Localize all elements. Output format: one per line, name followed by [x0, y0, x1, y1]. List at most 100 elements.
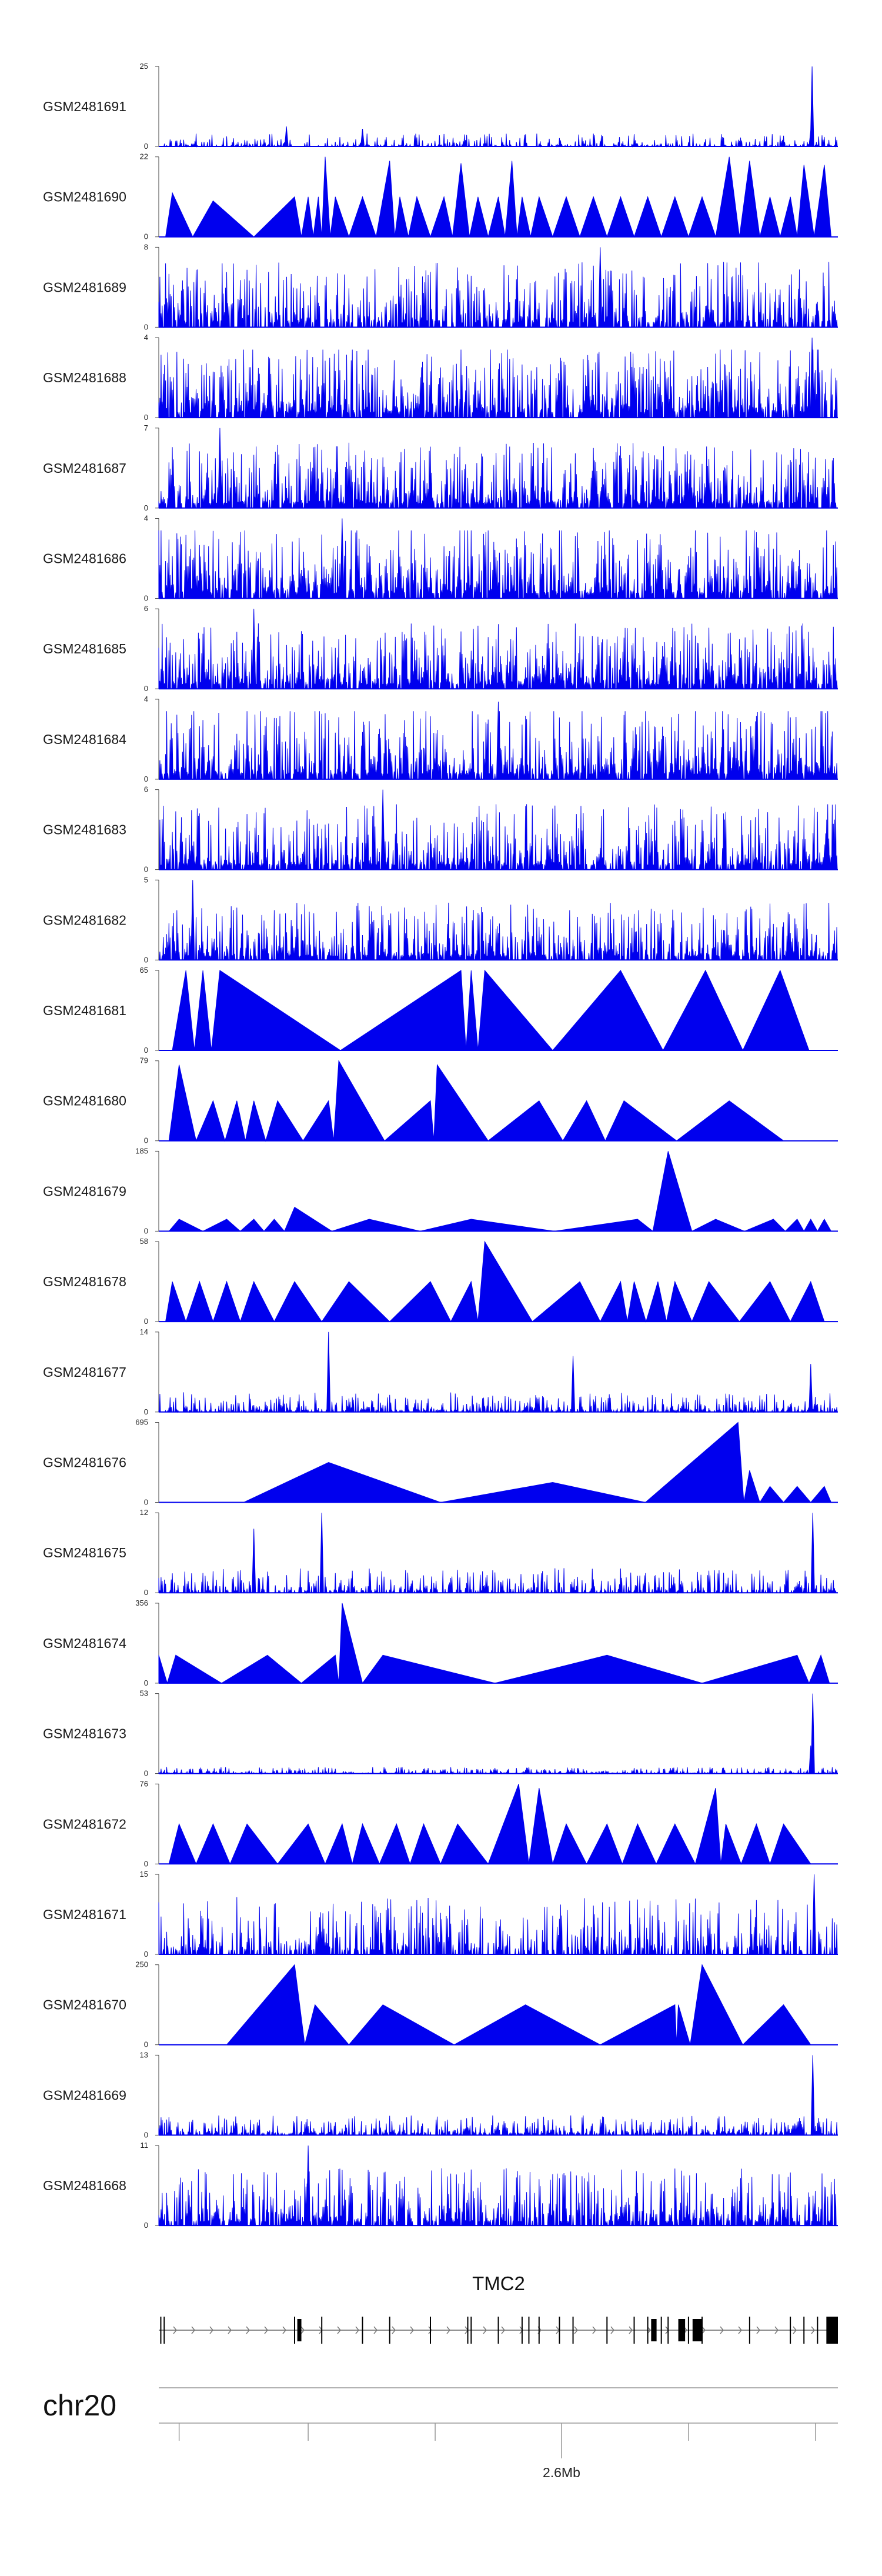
track-GSM2481677: GSM2481677 14 0 [43, 1327, 838, 1416]
track-GSM2481685: GSM2481685 6 0 [43, 604, 838, 693]
strand-arrow [373, 2326, 377, 2334]
track-GSM2481670: GSM2481670 250 0 [43, 1960, 838, 2049]
strand-arrow [246, 2326, 250, 2334]
track-GSM2481681: GSM2481681 65 0 [43, 966, 838, 1055]
track-label: GSM2481668 [43, 2178, 126, 2193]
gene-track: TMC2 [159, 2273, 838, 2344]
coverage-area [159, 902, 838, 960]
strand-arrow [592, 2326, 596, 2334]
y-min-label: 0 [144, 684, 148, 693]
strand-arrow [300, 2326, 305, 2334]
track-GSM2481686: GSM2481686 4 0 [43, 514, 838, 603]
coverage-area [158, 1767, 838, 1775]
track-label: GSM2481670 [43, 1997, 126, 2013]
y-max-label: 4 [144, 333, 148, 342]
y-min-label: 0 [144, 1679, 148, 1687]
y-min-label: 0 [144, 413, 148, 422]
y-max-label: 79 [140, 1056, 148, 1065]
y-min-label: 0 [144, 142, 148, 151]
gene-coding-exon [651, 2319, 657, 2341]
y-max-label: 76 [140, 1779, 148, 1788]
coverage-peak [380, 789, 385, 870]
strand-arrow [483, 2326, 487, 2334]
track-label: GSM2481683 [43, 822, 126, 837]
y-min-label: 0 [144, 2040, 148, 2049]
track-GSM2481672: GSM2481672 76 0 [43, 1779, 838, 1868]
track-GSM2481671: GSM2481671 15 0 [43, 1870, 838, 1958]
coverage-area [159, 134, 838, 148]
coverage-peak [319, 1513, 324, 1593]
track-label: GSM2481686 [43, 551, 126, 566]
y-min-label: 0 [144, 594, 148, 603]
strand-arrow [446, 2326, 450, 2334]
y-max-label: 6 [144, 604, 148, 613]
coverage-area [158, 1568, 838, 1594]
y-min-label: 0 [144, 865, 148, 874]
track-GSM2481676: GSM2481676 695 0 [43, 1418, 838, 1507]
strand-arrow [647, 2326, 651, 2334]
coverage-peak [812, 1874, 817, 1955]
coverage-area [158, 530, 838, 599]
coverage-peak [571, 1356, 576, 1413]
strand-arrow [337, 2326, 341, 2334]
coverage-area [158, 442, 838, 509]
y-max-label: 12 [140, 1508, 148, 1517]
track-label: GSM2481688 [43, 370, 126, 385]
strand-arrow [610, 2326, 614, 2334]
strand-arrow [209, 2326, 213, 2334]
coverage-area [158, 1603, 838, 1684]
y-max-label: 53 [140, 1689, 148, 1698]
gene-coding-exon [826, 2317, 838, 2344]
track-label: GSM2481673 [43, 1726, 126, 1741]
coverage-area [159, 1964, 838, 2046]
y-min-label: 0 [144, 503, 148, 512]
coverage-peak [340, 518, 345, 599]
track-GSM2481689: GSM2481689 8 0 [43, 242, 838, 331]
track-label: GSM2481672 [43, 1816, 126, 1831]
coverage-peak [284, 126, 289, 147]
coverage-area [158, 1392, 838, 1413]
track-GSM2481673: GSM2481673 53 0 [43, 1689, 838, 1778]
coverage-peak [808, 1364, 813, 1413]
gene-coding-exon [297, 2319, 302, 2341]
track-label: GSM2481675 [43, 1545, 126, 1560]
y-min-label: 0 [144, 1588, 148, 1597]
coverage-area [159, 1422, 838, 1503]
y-min-label: 0 [144, 1769, 148, 1778]
coverage-area [159, 1151, 838, 1232]
y-min-label: 0 [144, 1859, 148, 1868]
track-GSM2481690: GSM2481690 22 0 [43, 152, 838, 241]
coverage-peak [496, 701, 501, 780]
y-max-label: 4 [144, 695, 148, 703]
y-min-label: 0 [144, 1317, 148, 1326]
coverage-peak [810, 338, 814, 418]
strand-arrow [629, 2326, 633, 2334]
y-max-label: 14 [140, 1327, 148, 1336]
track-GSM2481680: GSM2481680 79 0 [43, 1056, 838, 1145]
y-max-label: 15 [140, 1870, 148, 1878]
gene-coding-exon [678, 2319, 686, 2341]
track-GSM2481675: GSM2481675 12 0 [43, 1508, 838, 1597]
track-GSM2481684: GSM2481684 4 0 [43, 695, 838, 783]
track-label: GSM2481680 [43, 1093, 126, 1109]
strand-arrow [392, 2326, 396, 2334]
track-label: GSM2481687 [43, 461, 126, 476]
y-max-label: 7 [144, 423, 148, 432]
coverage-peak [218, 428, 222, 509]
chromosome-label: chr20 [43, 2389, 116, 2422]
track-GSM2481674: GSM2481674 356 0 [43, 1599, 838, 1687]
y-max-label: 185 [135, 1146, 148, 1155]
track-GSM2481668: GSM2481668 11 0 [43, 2141, 838, 2230]
coverage-peak [191, 880, 195, 960]
track-label: GSM2481682 [43, 912, 126, 927]
track-GSM2481669: GSM2481669 13 0 [43, 2050, 838, 2139]
track-label: GSM2481669 [43, 2087, 126, 2103]
y-max-label: 5 [144, 875, 148, 884]
coverage-peak [598, 247, 603, 328]
y-max-label: 4 [144, 514, 148, 523]
y-max-label: 8 [144, 242, 148, 251]
y-max-label: 65 [140, 966, 148, 975]
track-label: GSM2481678 [43, 1274, 126, 1289]
coverage-peak [360, 129, 365, 147]
